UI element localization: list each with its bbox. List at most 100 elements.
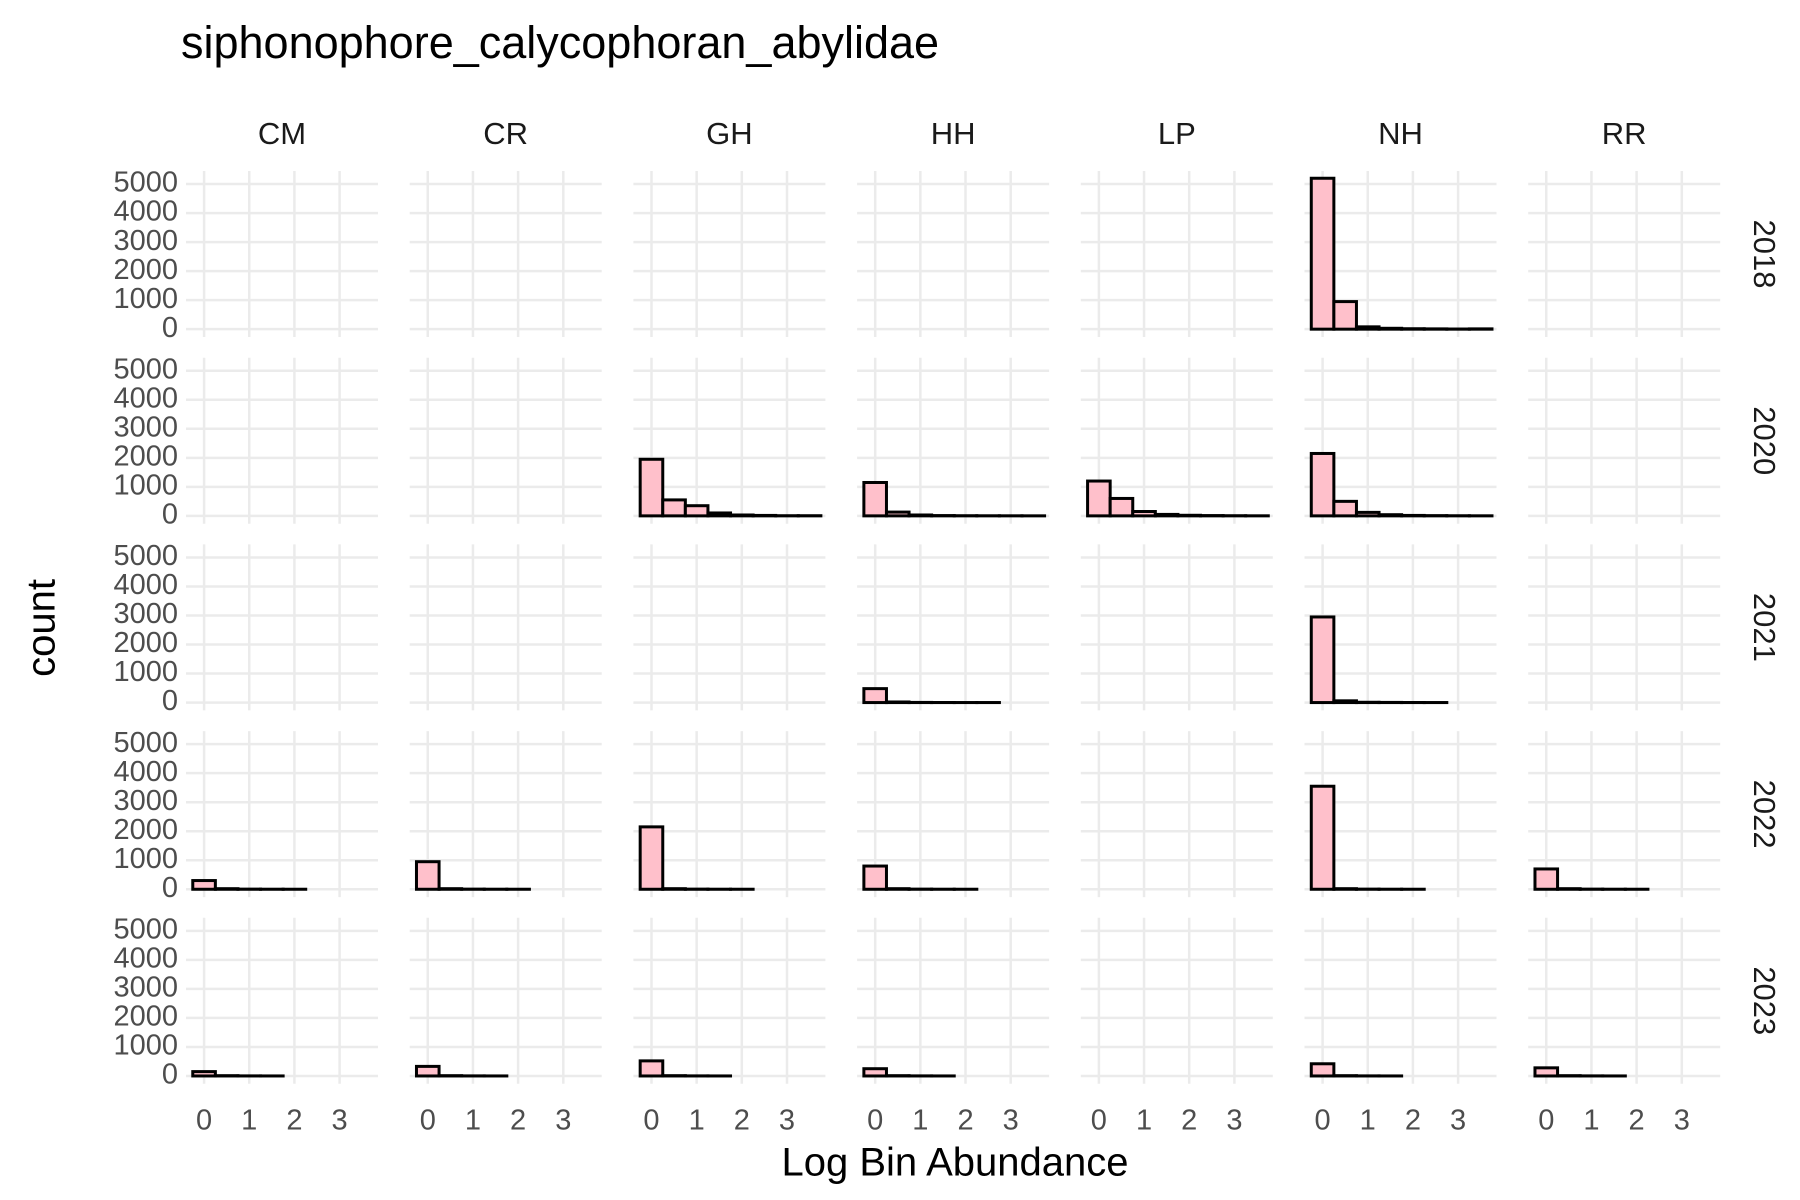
bar [414, 1064, 441, 1078]
bar [1377, 513, 1404, 518]
bar [213, 887, 240, 891]
bar [1556, 887, 1582, 891]
y-tick-label: 3000 [113, 972, 178, 1004]
row-strip-label: 2023 [1747, 966, 1782, 1035]
bar [191, 879, 217, 891]
bar [1309, 615, 1336, 705]
bar [1332, 887, 1358, 891]
bar [884, 887, 911, 891]
bar [884, 510, 911, 518]
x-tick-label: 3 [332, 1104, 348, 1136]
bar [1108, 496, 1135, 518]
chart-title: siphonophore_calycophoran_abylidae [181, 17, 939, 68]
x-tick-label: 1 [912, 1104, 928, 1136]
y-tick-label: 4000 [113, 569, 178, 601]
bar [437, 887, 464, 891]
y-tick-label: 5000 [113, 540, 178, 572]
x-axis-label: Log Bin Abundance [782, 1141, 1129, 1185]
bar [638, 825, 665, 891]
y-tick-label: 0 [162, 312, 178, 344]
y-tick-label: 4000 [113, 382, 178, 414]
bar [884, 700, 911, 705]
y-tick-label: 3000 [113, 411, 178, 443]
bar [862, 864, 888, 891]
y-tick-label: 5000 [113, 167, 178, 199]
x-tick-label: 3 [779, 1104, 795, 1136]
bar [1131, 510, 1157, 518]
row-strip-label: 2018 [1747, 220, 1782, 289]
x-tick-label: 3 [1226, 1104, 1242, 1136]
y-tick-label: 2000 [113, 440, 178, 472]
y-tick-label: 2000 [113, 627, 178, 659]
x-tick-label: 0 [1091, 1104, 1107, 1136]
y-tick-label: 1000 [113, 469, 178, 501]
x-tick-label: 2 [286, 1104, 302, 1136]
bar [414, 860, 441, 891]
y-tick-label: 3000 [113, 598, 178, 630]
y-tick-label: 4000 [113, 756, 178, 788]
bar [1533, 867, 1560, 891]
y-tick-label: 2000 [113, 814, 178, 846]
y-tick-label: 1000 [113, 656, 178, 688]
bar [862, 1067, 888, 1078]
y-tick-label: 5000 [113, 727, 178, 759]
x-tick-label: 1 [1583, 1104, 1599, 1136]
bar [638, 457, 665, 518]
column-strip-label: NH [1378, 116, 1423, 151]
y-tick-label: 1000 [113, 283, 178, 315]
x-tick-label: 0 [1538, 1104, 1554, 1136]
bar [1309, 784, 1336, 891]
x-tick-label: 3 [555, 1104, 571, 1136]
y-tick-label: 4000 [113, 196, 178, 228]
x-tick-label: 2 [1405, 1104, 1421, 1136]
column-strip-label: CM [258, 116, 306, 151]
y-tick-label: 4000 [113, 943, 178, 975]
x-tick-label: 1 [465, 1104, 481, 1136]
bar [191, 1070, 217, 1078]
bar [706, 511, 733, 518]
bar [907, 513, 934, 518]
bar [1086, 479, 1112, 518]
y-tick-label: 1000 [113, 1030, 178, 1062]
bar [661, 498, 687, 518]
bar [862, 480, 888, 518]
x-tick-label: 3 [1674, 1104, 1690, 1136]
x-tick-label: 2 [510, 1104, 526, 1136]
row-strip-label: 2022 [1747, 780, 1782, 849]
row-strip-label: 2020 [1747, 406, 1782, 475]
x-tick-label: 0 [1315, 1104, 1331, 1136]
bar [638, 1059, 665, 1078]
x-tick-label: 3 [1450, 1104, 1466, 1136]
y-tick-label: 5000 [113, 353, 178, 385]
y-tick-label: 5000 [113, 914, 178, 946]
row-strip-label: 2021 [1747, 593, 1782, 662]
y-tick-label: 3000 [113, 225, 178, 257]
x-tick-label: 0 [196, 1104, 212, 1136]
x-tick-label: 2 [1181, 1104, 1197, 1136]
x-tick-label: 0 [867, 1104, 883, 1136]
x-tick-label: 0 [643, 1104, 659, 1136]
x-tick-label: 1 [689, 1104, 705, 1136]
column-strip-label: CR [483, 116, 528, 151]
bar [683, 504, 710, 518]
bar [1332, 699, 1358, 705]
bar [1153, 512, 1180, 518]
x-tick-label: 2 [1629, 1104, 1645, 1136]
y-tick-label: 1000 [113, 843, 178, 875]
y-tick-label: 2000 [113, 254, 178, 286]
x-tick-label: 2 [957, 1104, 973, 1136]
x-tick-label: 0 [420, 1104, 436, 1136]
bar [1377, 326, 1404, 331]
y-tick-label: 0 [162, 499, 178, 531]
x-tick-label: 1 [1136, 1104, 1152, 1136]
y-tick-label: 0 [162, 685, 178, 717]
bar [1309, 176, 1336, 331]
bar [1354, 510, 1381, 518]
y-tick-label: 2000 [113, 1001, 178, 1033]
bar [862, 687, 888, 705]
bar [1533, 1066, 1560, 1078]
bar [1332, 300, 1358, 331]
bar [1354, 325, 1381, 331]
bar [1309, 451, 1336, 518]
